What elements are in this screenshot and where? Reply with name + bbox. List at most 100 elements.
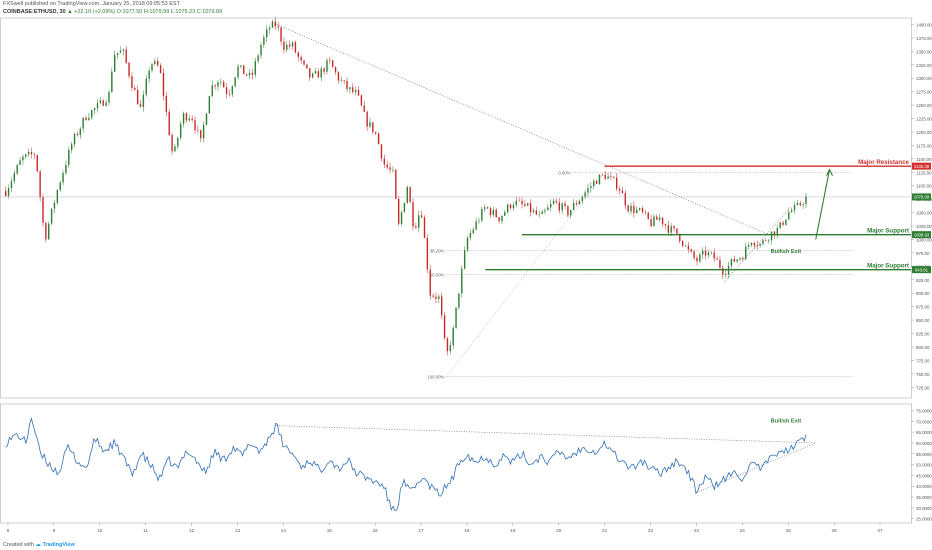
last-price-value: 1079.09 xyxy=(914,195,930,200)
candle-body xyxy=(432,295,434,297)
time-tick-label: 14 xyxy=(281,528,287,533)
candle-body xyxy=(395,169,397,199)
candle-body xyxy=(182,113,185,124)
price-axis-tag xyxy=(912,266,931,274)
candle-body xyxy=(168,111,170,136)
candle-body xyxy=(300,56,302,61)
price-tick-label: 1175.00 xyxy=(916,143,932,148)
candle-body xyxy=(202,124,205,139)
price-tick-label: 1400.00 xyxy=(916,22,932,27)
candle-body xyxy=(449,345,452,352)
candle-body xyxy=(19,160,21,165)
rsi-tick-label: 70.0000 xyxy=(916,419,932,424)
candle-body xyxy=(613,176,615,178)
candle-body xyxy=(79,128,81,136)
candle-body xyxy=(412,202,414,227)
candle-body xyxy=(323,68,325,72)
rsi-tick-label: 60.0000 xyxy=(916,441,932,446)
candle-body xyxy=(337,72,340,81)
candle-body xyxy=(383,158,386,165)
candle-body xyxy=(469,233,472,238)
candle-body xyxy=(790,210,793,213)
candle-body xyxy=(633,205,635,213)
price-tick-label: 1350.00 xyxy=(916,49,932,54)
candle-body xyxy=(621,190,624,194)
candle-body xyxy=(512,204,515,209)
time-tick-label: 13 xyxy=(235,528,241,533)
candle-body xyxy=(93,108,96,111)
candle-body xyxy=(114,54,116,72)
candle-body xyxy=(610,176,612,178)
price-axis-tag-value: 1136.38 xyxy=(914,164,930,169)
candle-body xyxy=(7,188,10,196)
candle-body xyxy=(50,208,53,224)
candle-body xyxy=(535,210,538,215)
time-tick-label: 20 xyxy=(556,528,562,533)
candle-body xyxy=(489,208,492,215)
candle-body xyxy=(260,44,262,56)
candle-body xyxy=(420,215,423,218)
candle-body xyxy=(716,258,718,260)
candle-body xyxy=(303,60,305,65)
candle-body xyxy=(286,44,288,50)
candle-body xyxy=(243,65,245,75)
candle-body xyxy=(584,192,586,198)
candle-body xyxy=(5,191,7,196)
candle-body xyxy=(231,86,234,95)
candle-body xyxy=(372,122,374,133)
candle-body xyxy=(16,164,18,174)
candle-body xyxy=(33,154,36,156)
candle-body xyxy=(475,221,477,230)
candle-body xyxy=(604,174,606,179)
candle-body xyxy=(805,196,807,205)
candle-body xyxy=(237,66,239,78)
created-with-label: Created with xyxy=(3,542,34,548)
candle-body xyxy=(36,155,38,172)
candle-body xyxy=(762,240,764,244)
candle-body xyxy=(274,21,277,27)
time-tick-label: 22 xyxy=(648,528,654,533)
candle-body xyxy=(25,154,27,157)
candle-body xyxy=(254,61,256,75)
time-tick-label: 25 xyxy=(786,528,792,533)
candle-body xyxy=(676,228,678,234)
candle-body xyxy=(311,73,314,78)
candle-body xyxy=(228,93,231,95)
candle-body xyxy=(466,237,469,251)
time-tick-label: 10 xyxy=(97,528,103,533)
candle-body xyxy=(134,87,136,90)
candle-body xyxy=(96,103,99,109)
candle-body xyxy=(782,222,784,225)
candle-body xyxy=(162,72,165,96)
candle-body xyxy=(699,254,701,262)
candle-body xyxy=(397,198,400,224)
candle-body xyxy=(638,208,641,210)
price-axis-tag xyxy=(912,231,931,239)
candle-body xyxy=(747,245,750,247)
candle-body xyxy=(443,315,446,339)
candle-body xyxy=(506,204,509,213)
candle-body xyxy=(515,200,517,205)
price-tick-label: 1300.00 xyxy=(916,76,932,81)
tradingview-logo-icon: ☁ xyxy=(35,542,41,548)
candle-body xyxy=(357,90,360,96)
candle-body xyxy=(45,222,47,240)
rsi-bullish-exit-label: Bullish Exit xyxy=(771,418,802,424)
candle-body xyxy=(386,164,388,168)
candle-body xyxy=(684,245,687,247)
candle-body xyxy=(42,197,44,223)
candle-body xyxy=(501,215,503,222)
time-axis[interactable]: 8 9 10 11 12 13 14 15 16 17 18 19 20 21 22 23 24 25 26 27 xyxy=(7,523,883,533)
candle-body xyxy=(271,21,274,28)
fib-level-label: 0.00% xyxy=(558,170,570,175)
descending-trendline xyxy=(276,24,770,236)
price-tick-label: 725.00 xyxy=(916,385,930,390)
candle-body xyxy=(521,200,523,205)
price-pane[interactable]: 1400.00 1375.00 1350.00 1325.00 1300.00 1275.… xyxy=(0,17,932,399)
rsi-pane[interactable]: 75.0000 70.0000 65.0000 60.0000 55.0000 50.00… xyxy=(0,403,932,524)
symbol-label: COINBASE:ETHUSD, 30 xyxy=(3,9,66,15)
candle-body xyxy=(343,80,345,81)
publisher-line: FXSwell published on TradingView.com, Ja… xyxy=(3,1,180,7)
candle-body xyxy=(223,81,225,88)
